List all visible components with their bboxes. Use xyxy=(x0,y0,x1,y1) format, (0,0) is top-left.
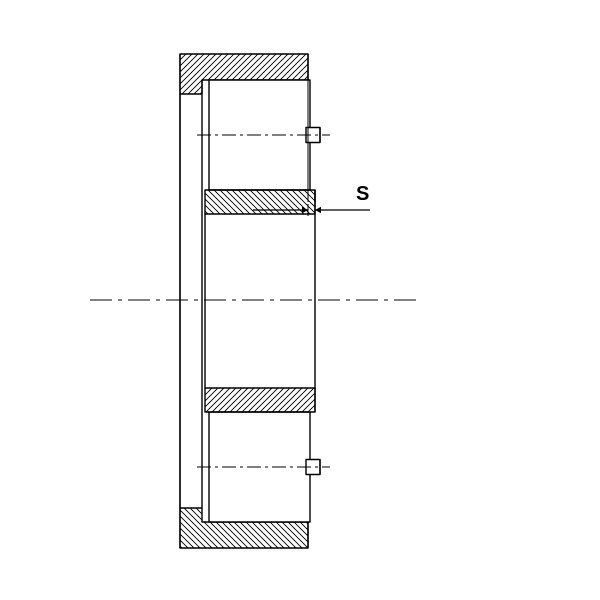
dimension-s-label: S xyxy=(356,183,369,205)
bearing-cross-section-diagram: S xyxy=(0,0,600,600)
